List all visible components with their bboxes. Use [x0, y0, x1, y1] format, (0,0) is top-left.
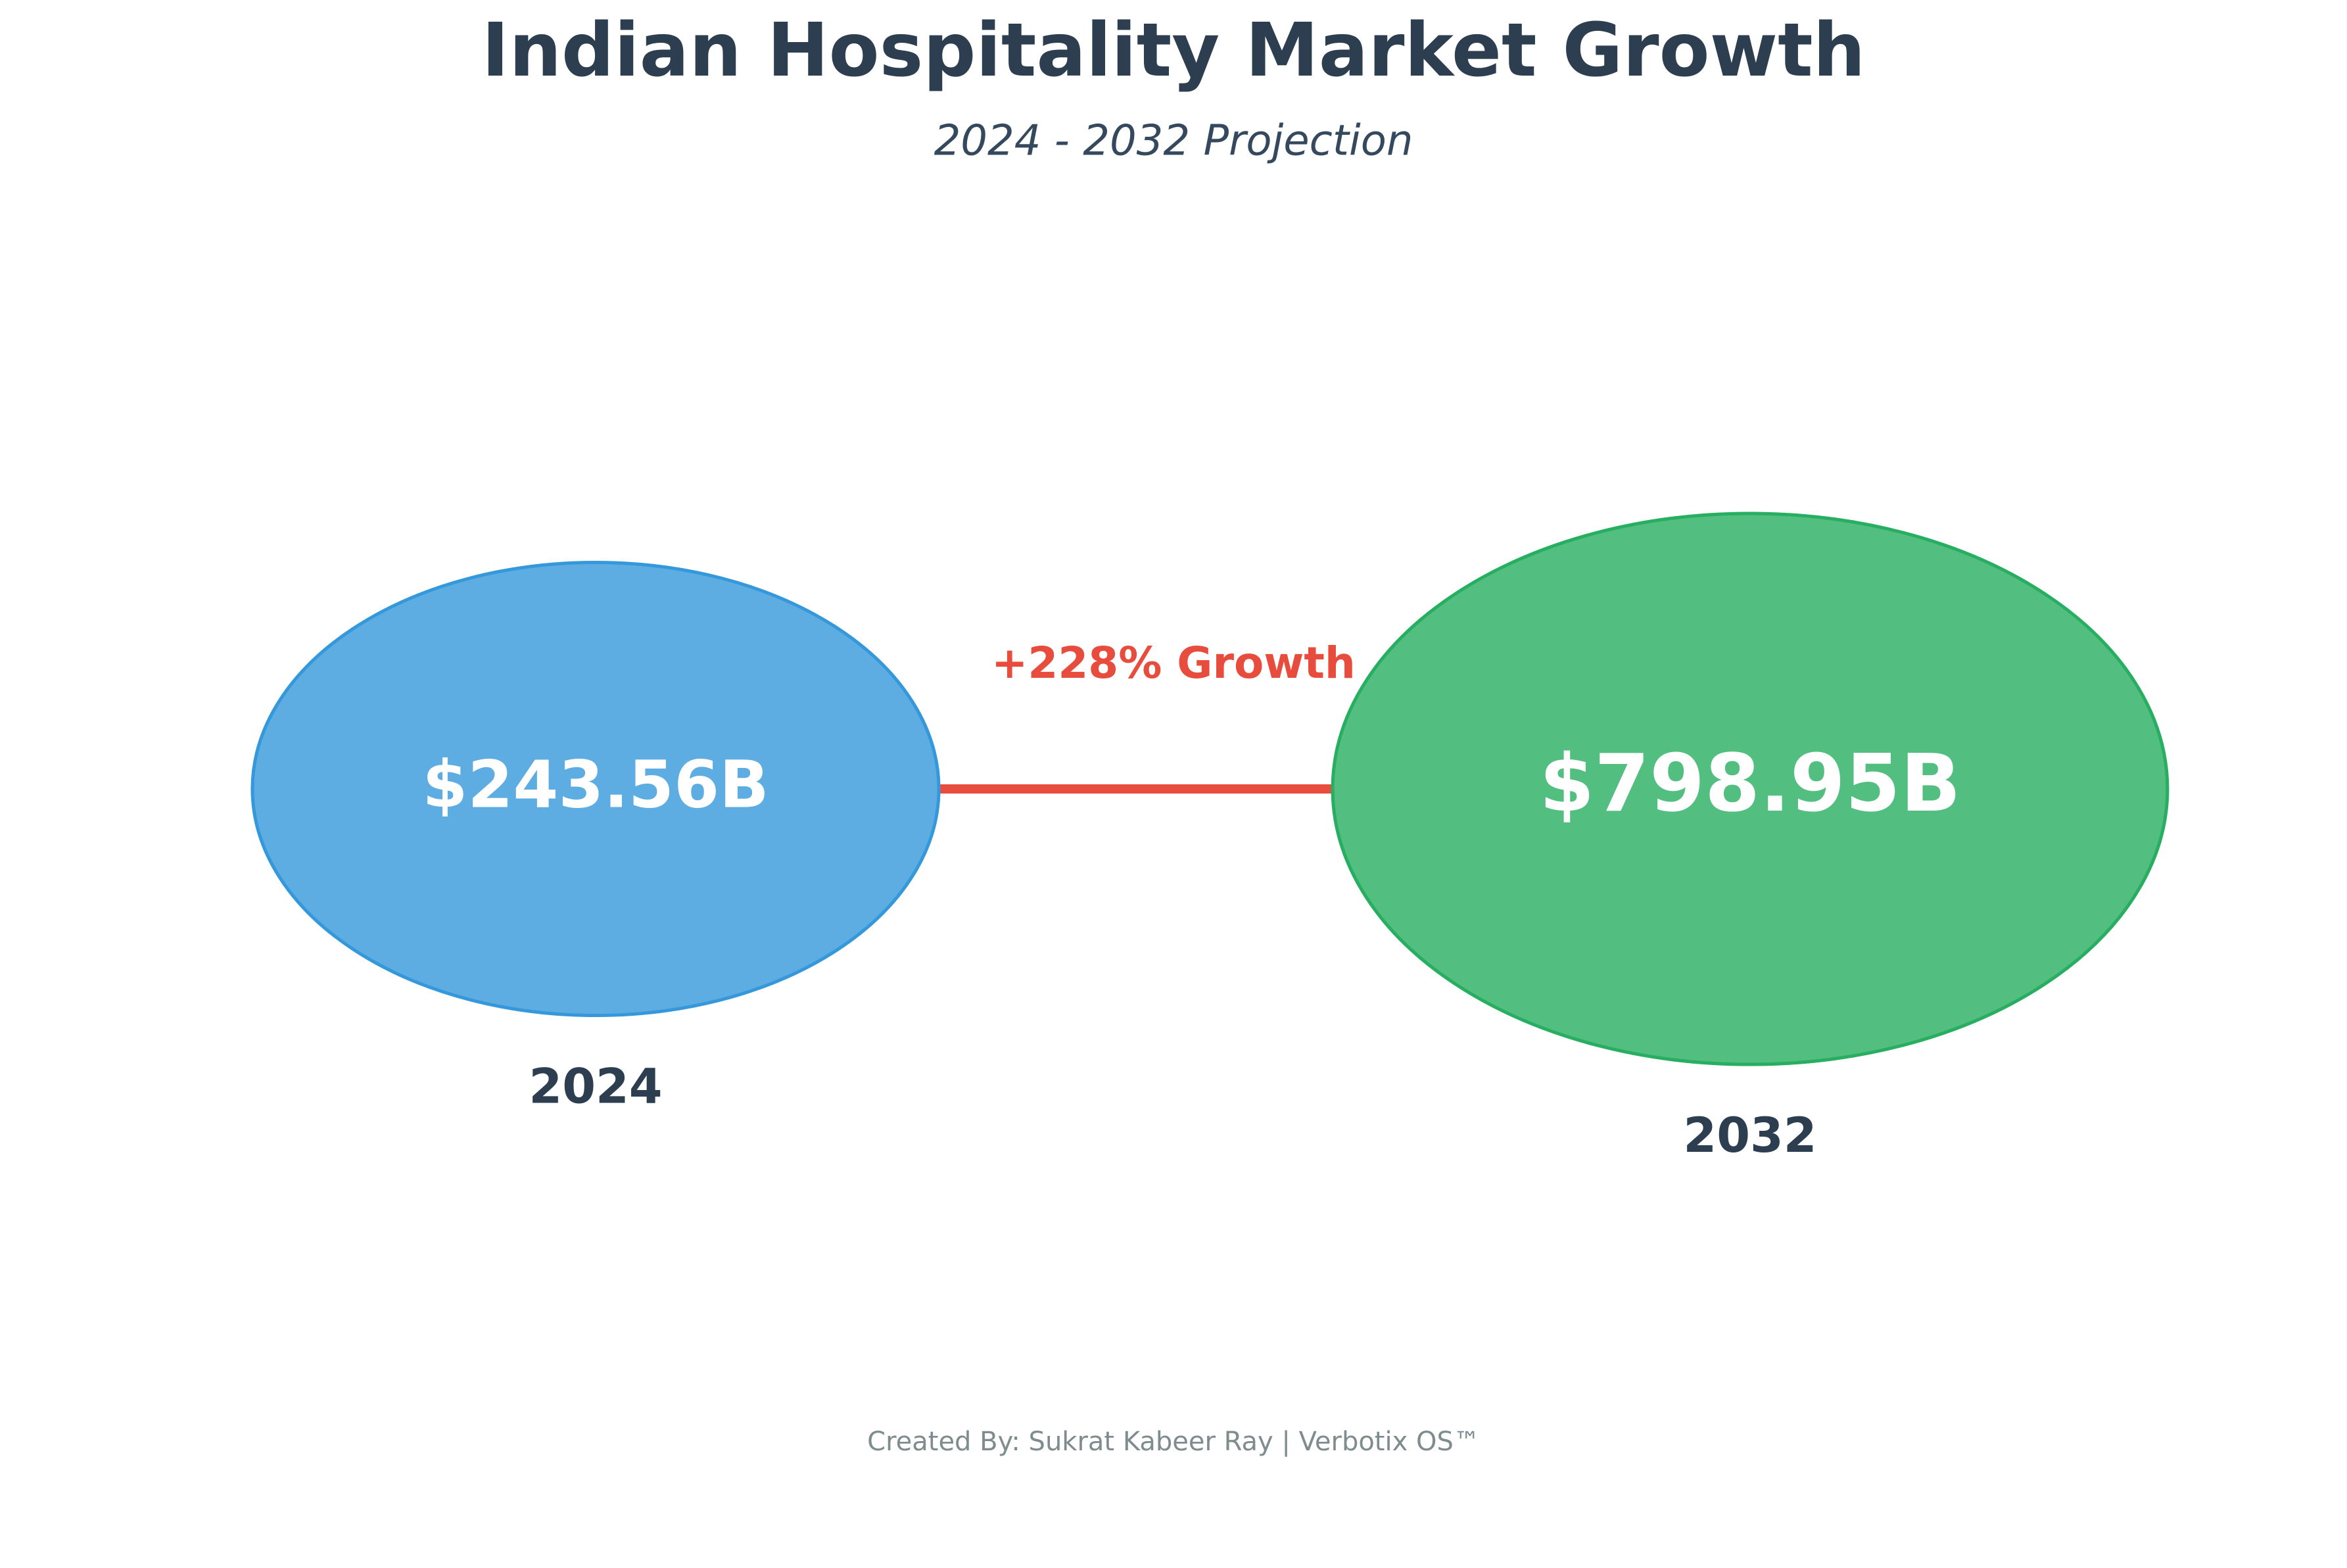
- chart-subtitle: 2024 - 2032 Projection: [934, 117, 1413, 166]
- footer: Created By: Sukrat Kabeer Ray | Verbotix…: [867, 1427, 1480, 1457]
- value-label: $243.56B: [422, 747, 769, 822]
- category-label: 2032: [1683, 1108, 1816, 1164]
- annotation: +228% Growth: [991, 638, 1356, 688]
- bubble: [1331, 511, 2169, 1066]
- bubble: [250, 560, 941, 1018]
- value-label: $798.95B: [1539, 738, 1960, 830]
- chart-title: Indian Hospitality Market Growth: [482, 8, 1866, 93]
- category-label: 2024: [529, 1059, 662, 1115]
